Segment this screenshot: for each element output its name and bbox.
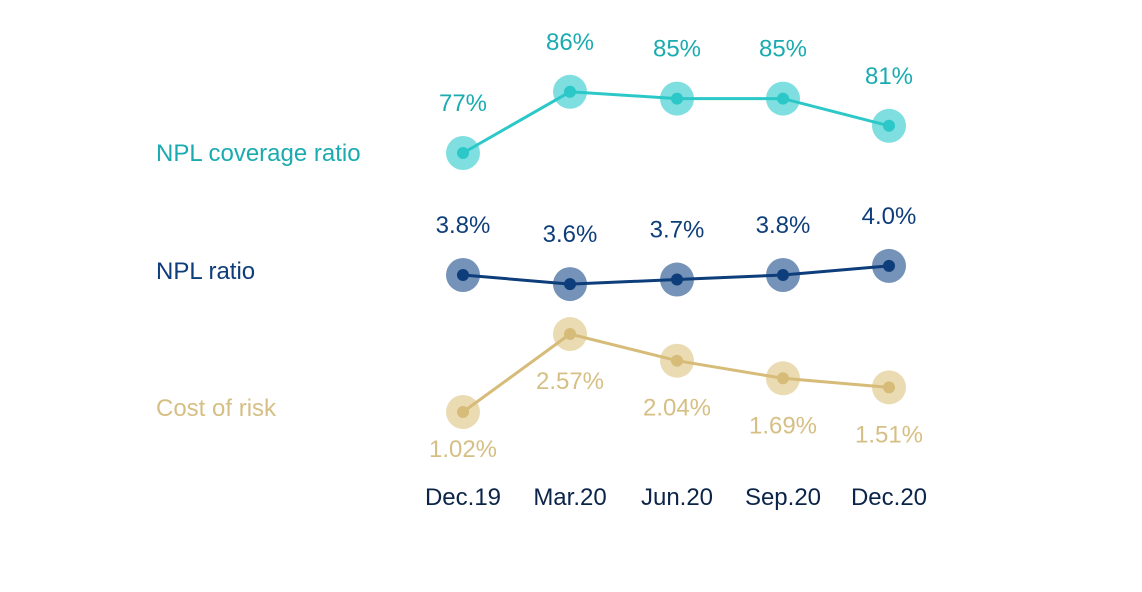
series-label-cost-of-risk: Cost of risk bbox=[156, 395, 277, 422]
cor-point-0 bbox=[457, 406, 469, 418]
coverage-data-label-4: 81% bbox=[865, 63, 913, 90]
coverage-data-label-1: 86% bbox=[546, 29, 594, 56]
cor-data-label-4: 1.51% bbox=[855, 421, 923, 448]
cor-point-2 bbox=[671, 354, 683, 367]
coverage-data-label-2: 85% bbox=[653, 36, 701, 63]
x-tick-label-4: Dec.20 bbox=[851, 484, 927, 511]
x-tick-label-1: Mar.20 bbox=[533, 484, 606, 511]
cor-point-1 bbox=[564, 328, 576, 341]
coverage-point-1 bbox=[564, 85, 576, 98]
coverage-point-4 bbox=[883, 119, 895, 132]
npl-point-2 bbox=[671, 273, 683, 286]
npl-data-label-2: 3.7% bbox=[650, 217, 705, 244]
npl-point-4 bbox=[883, 259, 895, 272]
cor-data-label-2: 2.04% bbox=[643, 395, 711, 422]
series-label-npl-ratio: NPL ratio bbox=[156, 258, 256, 285]
cor-point-4 bbox=[883, 381, 895, 394]
x-tick-label-2: Jun.20 bbox=[641, 484, 713, 511]
x-tick-label-3: Sep.20 bbox=[745, 484, 821, 511]
npl-point-3 bbox=[777, 269, 789, 281]
coverage-point-2 bbox=[671, 92, 683, 105]
coverage-point-3 bbox=[777, 92, 789, 105]
coverage-point-0 bbox=[457, 147, 469, 159]
cor-data-label-1: 2.57% bbox=[536, 368, 604, 395]
coverage-data-label-3: 85% bbox=[759, 36, 807, 63]
coverage-data-label-0: 77% bbox=[439, 90, 487, 117]
cor-data-label-0: 1.02% bbox=[429, 436, 497, 463]
npl-data-label-0: 3.8% bbox=[436, 212, 491, 239]
x-tick-label-0: Dec.19 bbox=[425, 484, 501, 511]
cor-data-label-3: 1.69% bbox=[749, 412, 817, 439]
series-label-npl-coverage-ratio: NPL coverage ratio bbox=[156, 140, 361, 167]
npl-point-0 bbox=[457, 269, 469, 281]
cor-point-3 bbox=[777, 372, 789, 385]
npl-data-label-4: 4.0% bbox=[862, 203, 917, 230]
npl-data-label-1: 3.6% bbox=[543, 221, 598, 248]
npl-data-label-3: 3.8% bbox=[756, 212, 811, 239]
npl-point-1 bbox=[564, 278, 576, 291]
